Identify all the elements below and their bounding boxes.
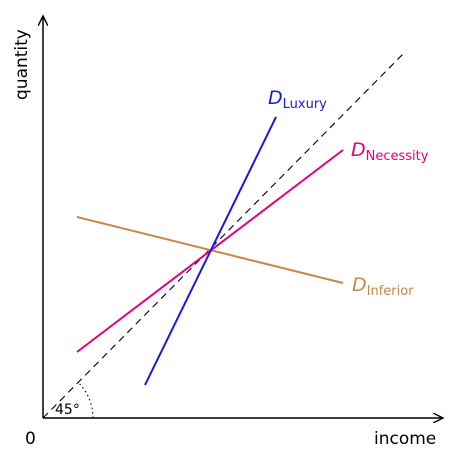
angle-arc (78, 382, 94, 419)
curve-subscript: Luxury (283, 97, 328, 112)
angle-label: 45° (55, 402, 80, 418)
curve-symbol: D (268, 87, 283, 109)
y-axis-label: quantity (12, 29, 32, 100)
curve-subscript: Necessity (366, 149, 429, 164)
luxury-label: DLuxury (268, 87, 327, 112)
origin-label: 0 (25, 429, 36, 449)
curve-subscript: Inferior (367, 284, 415, 299)
diagonal-line (42, 51, 406, 419)
curve-symbol: D (352, 274, 367, 296)
luxury-curve (144, 116, 277, 386)
x-axis-label: income (374, 429, 436, 449)
inferior-label: DInferior (352, 274, 414, 299)
necessity-label: DNecessity (351, 139, 429, 164)
curve-symbol: D (351, 139, 366, 161)
